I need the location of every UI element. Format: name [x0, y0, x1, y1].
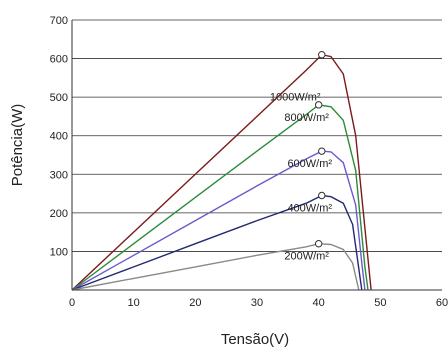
- mpp-marker-0: [318, 51, 326, 59]
- x-tick-40: 40: [313, 297, 325, 309]
- axes: [71, 20, 442, 291]
- y-tick-600: 600: [50, 54, 68, 66]
- y-tick-500: 500: [50, 92, 68, 104]
- series-label-0: 1000W/m²: [270, 92, 321, 104]
- x-tick-30: 30: [251, 297, 263, 309]
- mpp-marker-2: [318, 147, 326, 155]
- curve-labels: 1000W/m² 800W/m² 600W/m² 400W/m² 200W/m²: [270, 92, 333, 263]
- series-line-4: [71, 242, 360, 291]
- series-label-1: 800W/m²: [284, 112, 329, 124]
- x-tick-20: 20: [189, 297, 201, 309]
- series-label-2: 600W/m²: [287, 158, 332, 170]
- x-tick-0: 0: [69, 297, 75, 309]
- mpp-points: [314, 51, 326, 248]
- series-label-3: 400W/m²: [287, 203, 332, 215]
- mpp-marker-3: [318, 191, 326, 200]
- gridlines: [72, 19, 442, 252]
- x-tick-50: 50: [374, 297, 386, 309]
- mpp-marker-1: [314, 101, 323, 109]
- y-tick-200: 200: [50, 208, 68, 220]
- series-label-4: 200W/m²: [284, 251, 329, 263]
- series-line-3: [71, 194, 363, 291]
- y-tick-labels: 100 200 300 400 500 600 700: [50, 15, 68, 258]
- x-axis-title: Tensão(V): [221, 331, 289, 348]
- x-tick-60: 60: [436, 297, 448, 309]
- x-tick-labels: 0 10 20 30 40 50 60: [69, 297, 448, 309]
- x-tick-10: 10: [128, 297, 140, 309]
- y-tick-100: 100: [50, 246, 68, 258]
- y-tick-400: 400: [50, 131, 68, 143]
- y-axis-title: Potência(W): [9, 104, 26, 187]
- y-tick-700: 700: [50, 15, 68, 27]
- mpp-marker-4: [314, 240, 323, 248]
- y-tick-300: 300: [50, 169, 68, 181]
- series-line-2: [71, 150, 366, 291]
